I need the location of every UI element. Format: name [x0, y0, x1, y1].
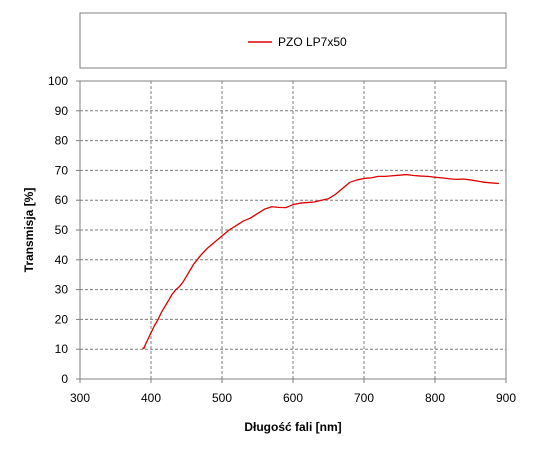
series-layer: [142, 173, 499, 350]
y-tick-label: 50: [55, 223, 69, 237]
y-tick-label: 0: [61, 372, 68, 386]
legend-label: PZO LP7x50: [278, 35, 347, 49]
y-tick-label: 10: [55, 342, 69, 356]
y-tick-label: 80: [55, 134, 69, 148]
y-tick-label: 70: [55, 163, 69, 177]
legend-box: [79, 12, 507, 69]
x-tick-label: 700: [354, 391, 374, 405]
x-tick-label: 500: [212, 391, 232, 405]
x-tick-label: 600: [283, 391, 303, 405]
x-tick-label: 300: [70, 391, 90, 405]
y-tick-label: 60: [55, 193, 69, 207]
axis-ticks: 300 400 500 600 700 800 900 0 10 20 30 40 50 60 70 80 90…: [48, 74, 516, 405]
x-tick-label: 900: [496, 391, 516, 405]
grid: [80, 81, 506, 379]
y-tick-label: 100: [48, 74, 68, 88]
x-tick-label: 800: [425, 391, 445, 405]
y-tick-label: 30: [55, 283, 69, 297]
series-line-0: [142, 173, 499, 350]
x-axis-title: Długość fali [nm]: [244, 420, 341, 434]
y-tick-label: 40: [55, 253, 69, 267]
y-tick-label: 20: [55, 312, 69, 326]
x-tick-label: 400: [141, 391, 161, 405]
y-tick-label: 90: [55, 104, 69, 118]
y-axis-title: Transmisja [%]: [22, 188, 36, 273]
